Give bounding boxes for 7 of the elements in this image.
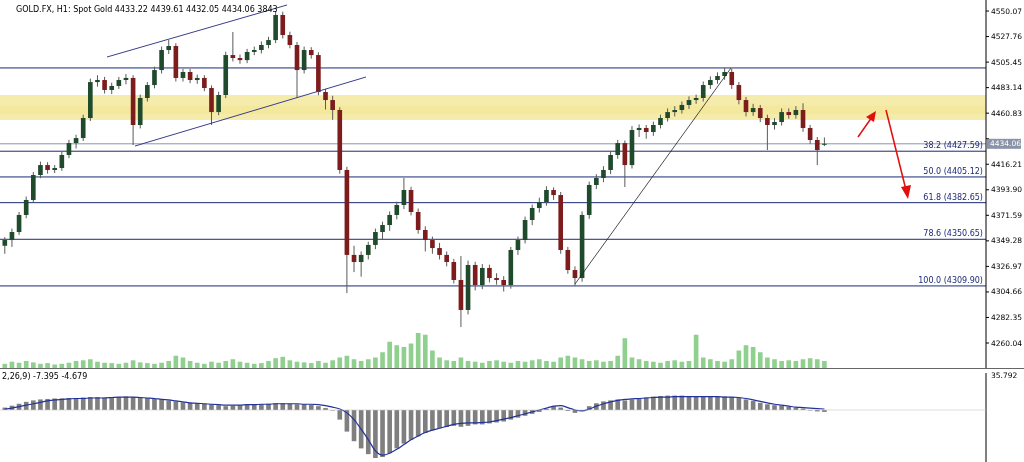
- text: GOLD.FX, H1: Spot Gold 4433.22 4439.61 4432.05 4434.06 3843: [16, 5, 278, 14]
- ref-line-label: 38.2 (4427.59): [923, 141, 983, 151]
- ref-line-label: 100.0 (4309.90): [918, 275, 983, 285]
- ref-line-label: 61.8 (4382.65): [923, 192, 983, 202]
- chart-title: 2,26,9) -7.395 -4.679: [2, 372, 88, 381]
- ref-line-label: 78.6 (4350.65): [923, 229, 983, 239]
- ref-line-label: 50.0 (4405.12): [923, 166, 983, 176]
